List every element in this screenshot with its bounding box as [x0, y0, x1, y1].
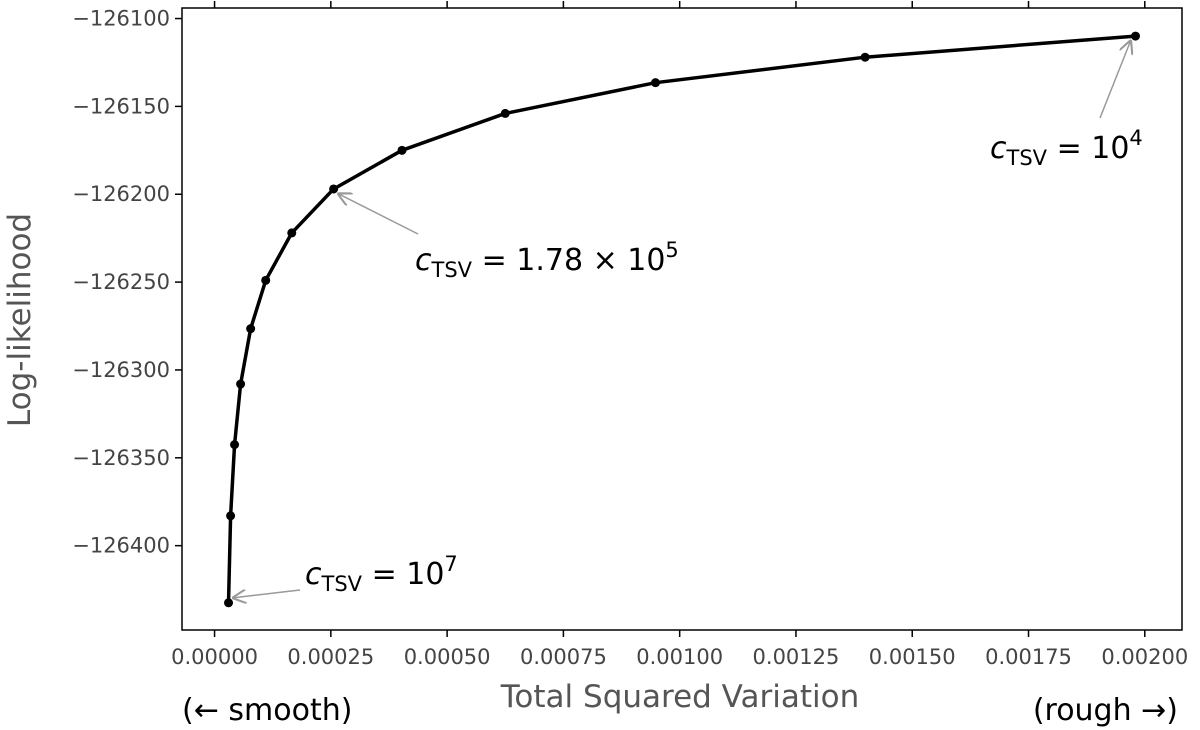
- right-note: (rough →): [1033, 693, 1178, 728]
- x-tick-label: 0.00025: [287, 645, 374, 669]
- y-axis-label: Log-likelihood: [2, 213, 38, 427]
- annotation-superscript: 7: [444, 552, 457, 576]
- left-note: (← smooth): [182, 693, 352, 728]
- annotation-text: = 10: [362, 557, 444, 592]
- annotation-arrow: [339, 194, 419, 235]
- data-point: [236, 379, 246, 389]
- annotation-symbol: c: [415, 243, 432, 278]
- x-tick-label: 0.00075: [520, 645, 607, 669]
- y-tick-label: −126250: [72, 270, 170, 294]
- data-line: [226, 34, 1136, 603]
- data-point: [261, 275, 271, 285]
- annotation-arrow: [1099, 41, 1130, 119]
- annotation-subscript: TSV: [431, 258, 473, 282]
- x-tick-label: 0.00200: [1101, 645, 1188, 669]
- data-point: [500, 108, 510, 118]
- y-tick-label: −126400: [72, 534, 170, 558]
- x-axis-label: Total Squared Variation: [500, 679, 859, 715]
- annotation-superscript: 5: [665, 238, 678, 262]
- data-point: [287, 228, 297, 238]
- x-tick-label: 0.00175: [985, 645, 1072, 669]
- y-tick-label: −126150: [72, 94, 170, 118]
- annotation-arrow: [234, 589, 301, 598]
- annotation-subscript: TSV: [1006, 146, 1048, 170]
- annotation-text: = 10: [1047, 131, 1129, 166]
- data-point: [230, 440, 240, 450]
- y-tick-label: −126200: [72, 182, 170, 206]
- x-tick-label: 0.00125: [753, 645, 840, 669]
- x-tick-label: 0.00050: [404, 645, 491, 669]
- data-point: [1130, 31, 1140, 41]
- y-tick-label: −126350: [72, 446, 170, 470]
- annotation-superscript: 4: [1129, 126, 1142, 150]
- x-tick-label: 0.00100: [636, 645, 723, 669]
- x-tick-label: 0.00000: [171, 645, 258, 669]
- annotation-symbol: c: [990, 131, 1007, 166]
- data-point: [226, 511, 236, 521]
- annotation-subscript: TSV: [321, 572, 363, 596]
- data-point: [224, 598, 234, 608]
- data-point: [860, 52, 870, 62]
- x-tick-label: 0.00150: [869, 645, 956, 669]
- annotation-text: = 1.78 × 10: [472, 243, 665, 278]
- y-tick-label: −126100: [72, 7, 170, 31]
- data-point: [397, 145, 407, 155]
- annotation: cTSV = 107: [305, 552, 458, 596]
- data-point: [246, 324, 256, 334]
- y-tick-label: −126300: [72, 358, 170, 382]
- annotation: cTSV = 104: [990, 126, 1143, 170]
- data-point: [650, 78, 660, 88]
- data-point: [329, 184, 339, 194]
- annotation-symbol: c: [305, 557, 322, 592]
- annotation: cTSV = 1.78 × 105: [415, 238, 679, 282]
- plot-frame: [181, 7, 1183, 631]
